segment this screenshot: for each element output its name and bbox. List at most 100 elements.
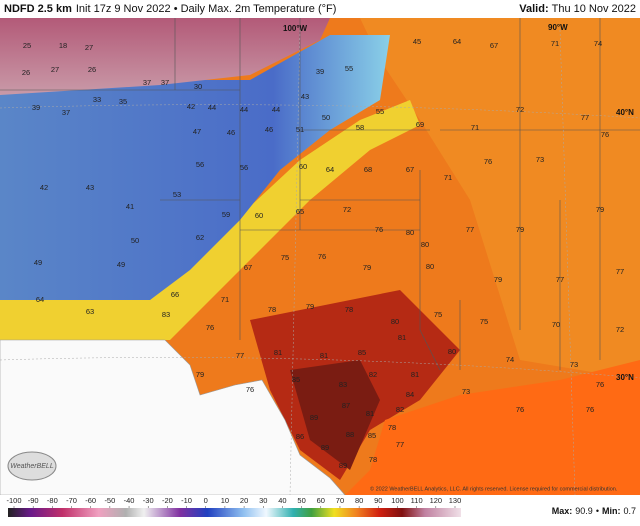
temperature-label: 77 <box>236 351 244 360</box>
temperature-label: 88 <box>346 430 354 439</box>
temperature-label: 18 <box>59 41 67 50</box>
colorbar-tick-label: 80 <box>355 496 363 505</box>
temperature-label: 75 <box>480 317 488 326</box>
stats: Max: 90.9 • Min: 0.7 <box>552 506 636 516</box>
temperature-label: 33 <box>93 95 101 104</box>
temperature-label: 77 <box>396 440 404 449</box>
temperature-label: 43 <box>86 183 94 192</box>
temperature-label: 30 <box>194 82 202 91</box>
temperature-label: 80 <box>391 317 399 326</box>
temperature-label: 64 <box>453 37 461 46</box>
temperature-label: 73 <box>570 360 578 369</box>
temperature-label: 72 <box>516 105 524 114</box>
colorbar-tick-label: -70 <box>66 496 77 505</box>
rockies-region <box>0 18 330 95</box>
colorbar-tick-label: 50 <box>297 496 305 505</box>
colorbar-tick-label: 120 <box>430 496 443 505</box>
temperature-label: 71 <box>551 39 559 48</box>
temperature-label: 45 <box>413 37 421 46</box>
temperature-label: 79 <box>306 302 314 311</box>
temperature-label: 43 <box>301 92 309 101</box>
temperature-label: 44 <box>272 105 280 114</box>
colorbar-tick-label: 90 <box>374 496 382 505</box>
temperature-label: 80 <box>406 228 414 237</box>
temperature-label: 73 <box>536 155 544 164</box>
hot-core <box>290 360 380 470</box>
temperature-label: 69 <box>416 120 424 129</box>
temperature-label: 50 <box>322 113 330 122</box>
temperature-label: 89 <box>321 443 329 452</box>
temperature-label: 85 <box>358 348 366 357</box>
gridline-label: 100°W <box>283 24 308 33</box>
temperature-label: 80 <box>426 262 434 271</box>
temperature-label: 78 <box>268 305 276 314</box>
colorbar-tick-label: 20 <box>240 496 248 505</box>
temperature-label: 68 <box>364 165 372 174</box>
temperature-label: 64 <box>36 295 44 304</box>
temperature-label: 27 <box>85 43 93 52</box>
temperature-label: 42 <box>187 102 195 111</box>
temperature-label: 66 <box>171 290 179 299</box>
temperature-label: 76 <box>596 380 604 389</box>
min-value: 0.7 <box>623 506 636 516</box>
min-label: Min: <box>602 506 621 516</box>
temperature-label: 49 <box>34 258 42 267</box>
colorbar-tick-label: -80 <box>47 496 58 505</box>
separator: • <box>596 506 599 516</box>
temperature-label: 85 <box>368 431 376 440</box>
temperature-label: 67 <box>244 263 252 272</box>
colorbar-tick-label: 60 <box>317 496 325 505</box>
temperature-label: 37 <box>143 78 151 87</box>
colorbar-tick-label: 110 <box>411 496 423 505</box>
temperature-label: 81 <box>274 348 282 357</box>
temperature-label: 83 <box>162 310 170 319</box>
temperature-label: 56 <box>196 160 204 169</box>
temperature-label: 72 <box>343 205 351 214</box>
temperature-label: 80 <box>448 347 456 356</box>
logo-badge <box>7 451 57 481</box>
temperature-label: 50 <box>131 236 139 245</box>
temperature-labels: 25 18 27 27 26 26 37 37 30 39 37 33 35 42 44 44 44 43 39 55… <box>22 37 624 470</box>
colorbar-tick-label: 40 <box>278 496 286 505</box>
temperature-label: 72 <box>616 325 624 334</box>
temperature-label: 76 <box>484 157 492 166</box>
east-region <box>360 18 640 380</box>
temperature-label: 82 <box>369 370 377 379</box>
temperature-label: 76 <box>601 130 609 139</box>
temperature-label: 67 <box>490 41 498 50</box>
temperature-label: 79 <box>363 263 371 272</box>
temperature-label: 27 <box>51 65 59 74</box>
colorbar-tick-label: -100 <box>6 496 21 505</box>
temperature-label: 76 <box>375 225 383 234</box>
temperature-label: 64 <box>326 165 334 174</box>
temperature-label: 26 <box>22 68 30 77</box>
yellow-band <box>0 100 420 340</box>
temperature-label: 76 <box>318 252 326 261</box>
colorbar-tick-label: 30 <box>259 496 267 505</box>
temperature-label: 77 <box>556 275 564 284</box>
temperature-label: 26 <box>88 65 96 74</box>
temperature-label: 58 <box>356 123 364 132</box>
colorbar-tick-label: -10 <box>181 496 192 505</box>
colorbar-tick-label: -60 <box>85 496 96 505</box>
valid-label: Valid: <box>519 3 548 15</box>
logo: WeatherBELL <box>10 463 54 470</box>
gridline-label: 30°N <box>616 373 634 382</box>
temperature-label: 82 <box>396 405 404 414</box>
temperature-label: 77 <box>616 267 624 276</box>
temperature-label: 71 <box>221 295 229 304</box>
model: NDFD 2.5 km <box>4 3 72 15</box>
header-bar <box>0 0 640 18</box>
temperature-label: 79 <box>196 370 204 379</box>
temperature-label: 85 <box>292 375 300 384</box>
valid: Valid: Thu 10 Nov 2022 <box>519 3 636 15</box>
temperature-label: 70 <box>552 320 560 329</box>
temperature-label: 37 <box>62 108 70 117</box>
temperature-label: 49 <box>117 260 125 269</box>
temperature-label: 55 <box>376 107 384 116</box>
temperature-label: 39 <box>316 67 324 76</box>
temperature-label: 62 <box>196 233 204 242</box>
temperature-label: 86 <box>296 432 304 441</box>
temperature-label: 78 <box>345 305 353 314</box>
temperature-label: 65 <box>296 207 304 216</box>
